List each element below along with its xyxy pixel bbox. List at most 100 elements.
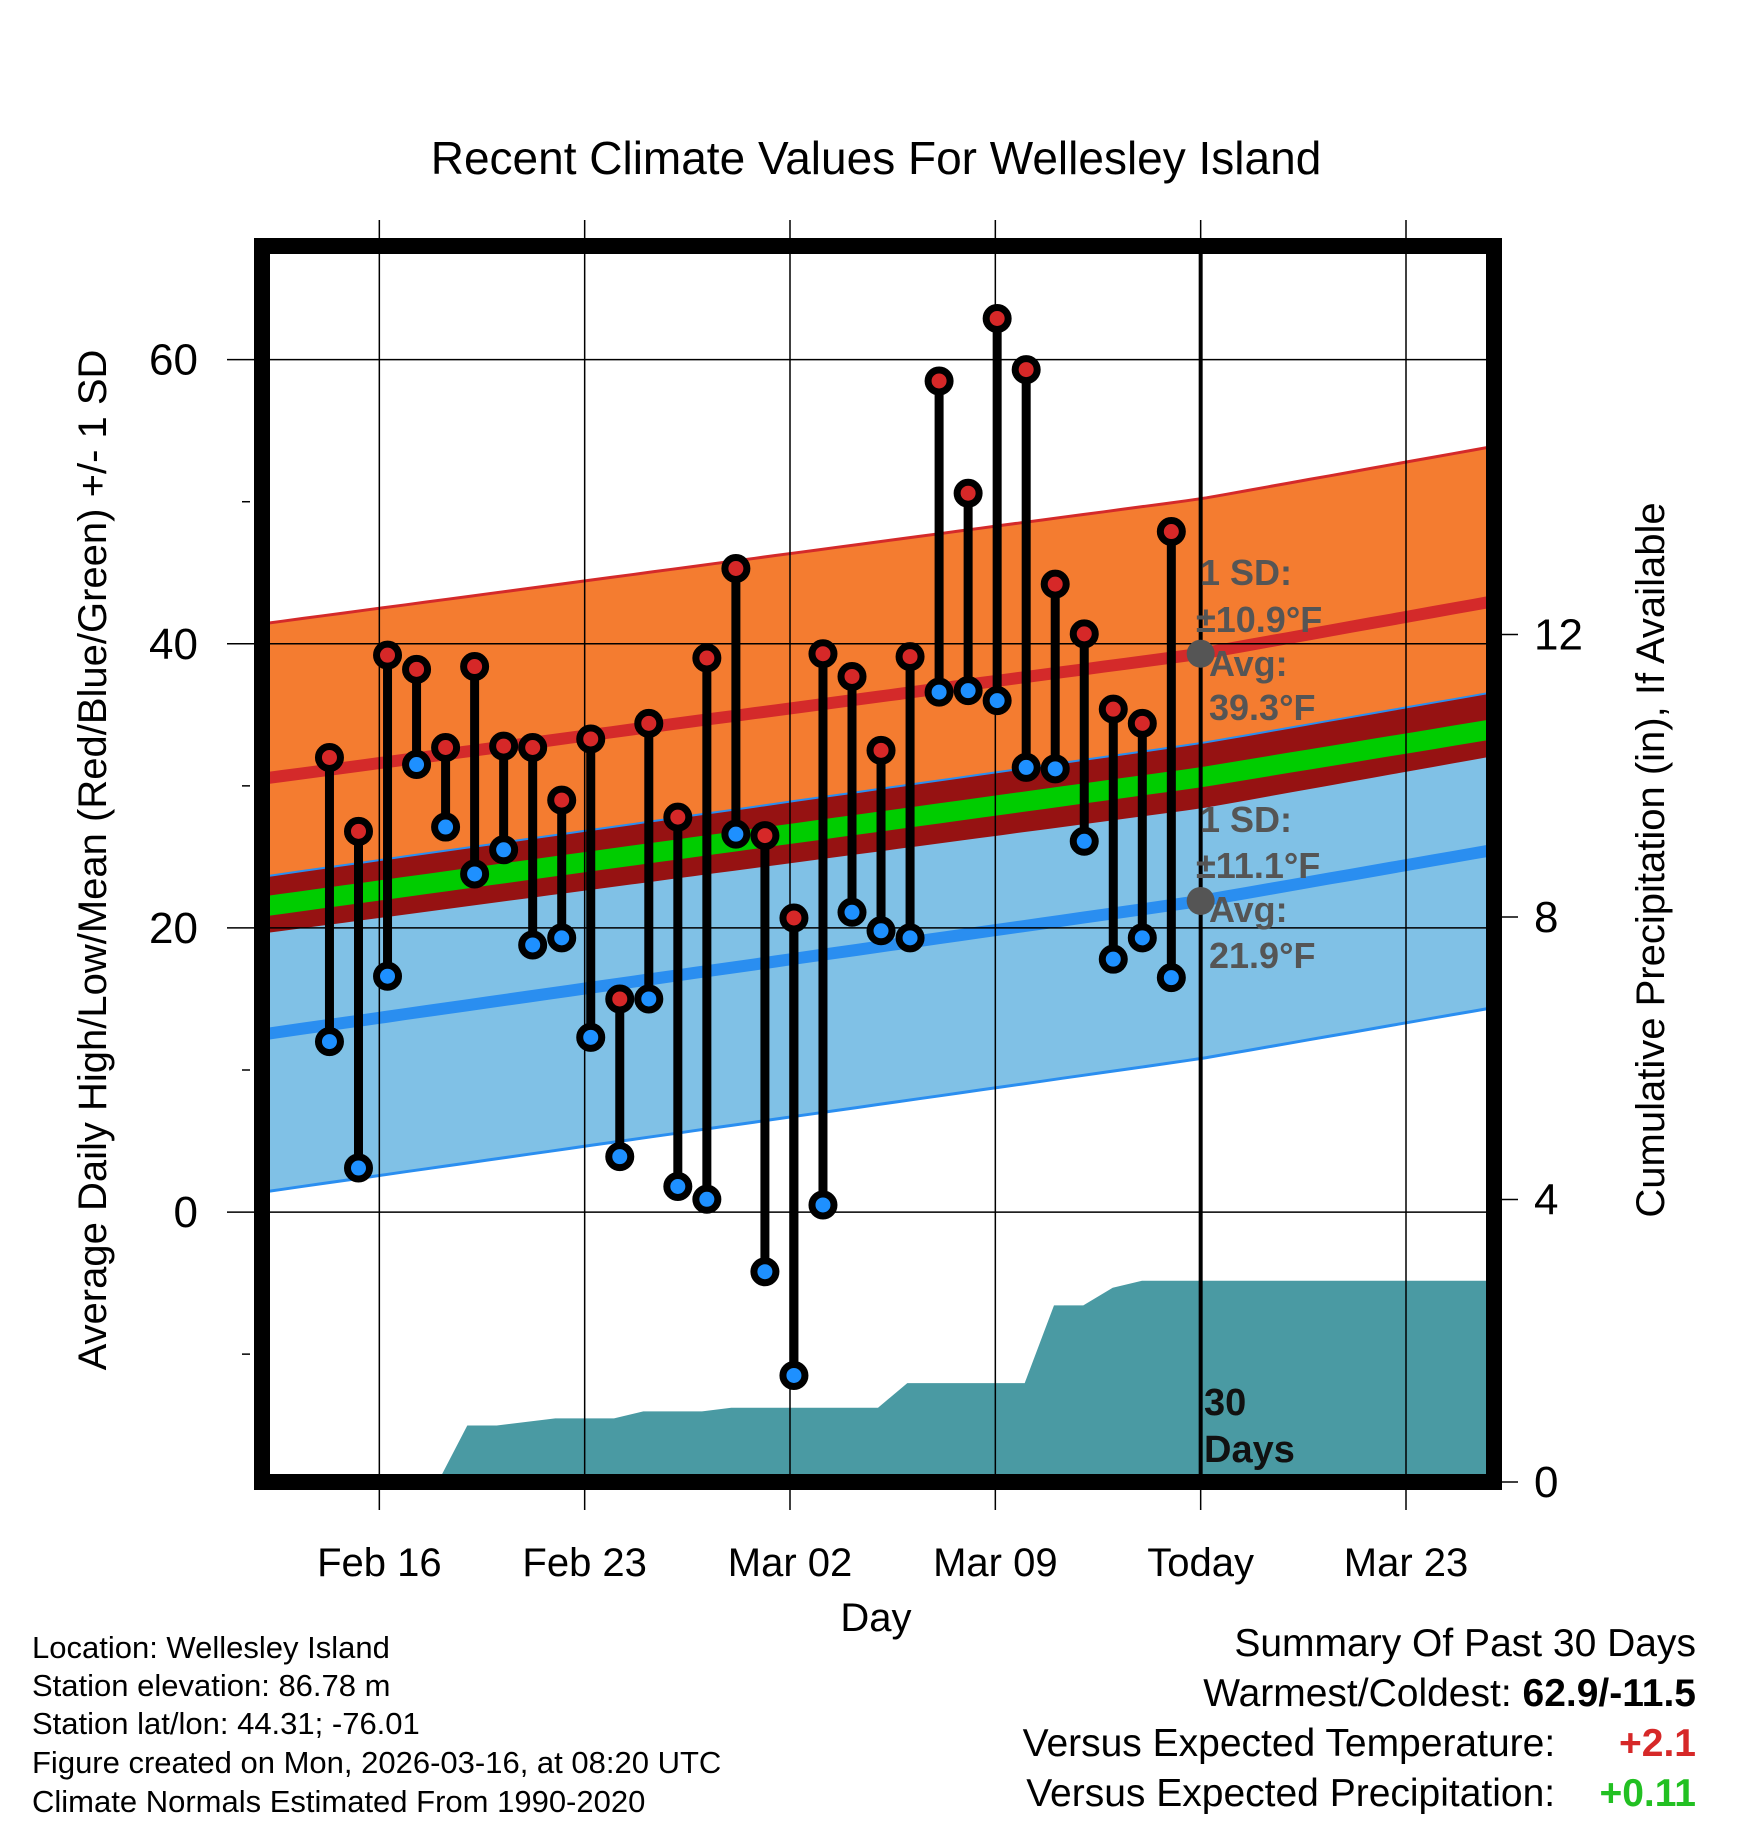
x-tick-label: Mar 09 (933, 1541, 1058, 1585)
daily-high-point (779, 903, 809, 933)
daily-low-point (431, 812, 461, 842)
high-sd-band (268, 447, 1488, 933)
x-tick-label: Mar 23 (1344, 1541, 1469, 1585)
summary-precip-value: +0.11 (1599, 1772, 1696, 1815)
daily-high-point (692, 643, 722, 673)
daily-high-point (895, 642, 925, 672)
summary-temp-value: +2.1 (1619, 1722, 1696, 1765)
summary-temp-label: Versus Expected Temperature: (1022, 1722, 1556, 1765)
y-axis-label: Average Daily High/Low/Mean (Red/Blue/Gr… (71, 350, 115, 1371)
daily-low-point (518, 930, 548, 960)
daily-low-point (1156, 963, 1186, 993)
chart-title: Recent Climate Values For Wellesley Isla… (431, 132, 1322, 184)
info-elevation: Station elevation: 86.78 m (32, 1668, 391, 1703)
daily-high-point (605, 984, 635, 1014)
high-sd-upper-line (268, 445, 1488, 625)
daily-high-point (634, 708, 664, 738)
high-avg-value: 39.3°F (1209, 687, 1315, 728)
info-normals: Climate Normals Estimated From 1990-2020 (32, 1784, 646, 1819)
low-avg-value: 21.9°F (1209, 935, 1315, 976)
y2-axis-label: Cumulative Precipitation (in), If Availa… (1629, 502, 1673, 1217)
y2-tick-label: 12 (1534, 610, 1583, 659)
low-avg-label: Avg: (1209, 889, 1288, 930)
daily-high-point (1011, 355, 1041, 385)
daily-high-point (431, 733, 461, 763)
summary-precip-label: Versus Expected Precipitation: (1026, 1772, 1556, 1815)
x-tick-label: Today (1147, 1541, 1254, 1585)
summary-temperature: Versus Expected Temperature: +2.1 (1023, 1722, 1696, 1766)
daily-low-point (314, 1027, 344, 1057)
daily-low-point (576, 1022, 606, 1052)
daily-low-point (1069, 826, 1099, 856)
low-sd-label: 1 SD: (1200, 799, 1292, 840)
info-created: Figure created on Mon, 2026-03-16, at 08… (32, 1745, 722, 1780)
daily-low-point (895, 923, 925, 953)
daily-high-point (314, 742, 344, 772)
y-tick-label: 60 (149, 336, 198, 385)
x-axis-label: Day (840, 1596, 911, 1640)
daily-low-point (808, 1190, 838, 1220)
y-tick-label: 20 (149, 904, 198, 953)
high-avg-label: Avg: (1209, 643, 1288, 684)
daily-high-point (1040, 569, 1070, 599)
summary-precipitation: Versus Expected Precipitation: +0.11 (1026, 1772, 1696, 1816)
daily-low-point (402, 750, 432, 780)
daily-high-point (750, 821, 780, 851)
daily-high-point (721, 553, 751, 583)
x-tick-label: Mar 02 (728, 1541, 853, 1585)
high-sd-value: ±10.9°F (1196, 599, 1322, 640)
x-tick-label: Feb 23 (522, 1541, 647, 1585)
daily-high-point (1156, 517, 1186, 547)
daily-high-point (343, 816, 373, 846)
precipitation-area (438, 1280, 1488, 1482)
daily-low-point (1011, 752, 1041, 782)
daily-high-point (373, 640, 403, 670)
period-label-count: 30 (1204, 1382, 1246, 1424)
daily-low-point (692, 1184, 722, 1214)
daily-low-point (663, 1171, 693, 1201)
low-sd-value: ±11.1°F (1196, 845, 1320, 886)
daily-low-point (837, 897, 867, 927)
y-tick-label: 0 (174, 1188, 198, 1237)
x-tick-label: Feb 16 (317, 1541, 442, 1585)
daily-low-point (373, 961, 403, 991)
daily-high-point (663, 802, 693, 832)
normal-high-line (268, 596, 1488, 785)
low-sd-lower-line (268, 1007, 1488, 1193)
y-tick-label: 40 (149, 620, 198, 669)
daily-low-point (750, 1257, 780, 1287)
daily-low-point (605, 1142, 635, 1172)
y2-tick-label: 8 (1534, 893, 1558, 942)
info-latlon: Station lat/lon: 44.31; -76.01 (32, 1706, 420, 1741)
summary-title: Summary Of Past 30 Days (1234, 1622, 1696, 1665)
daily-low-point (489, 835, 519, 865)
daily-low-point (924, 677, 954, 707)
daily-high-point (1127, 708, 1157, 738)
daily-low-point (721, 819, 751, 849)
summary-warm-cold-label: Warmest/Coldest: (1203, 1672, 1512, 1715)
daily-high-point (808, 639, 838, 669)
daily-high-point (982, 303, 1012, 333)
daily-low-point (460, 859, 490, 889)
daily-high-point (924, 366, 954, 396)
daily-low-point (547, 923, 577, 953)
daily-low-point (634, 984, 664, 1014)
today-high-avg-marker (1186, 639, 1215, 668)
daily-high-point (518, 733, 548, 763)
summary-warm-cold-value: 62.9/-11.5 (1522, 1672, 1696, 1715)
daily-high-point (402, 654, 432, 684)
daily-high-point (547, 785, 577, 815)
daily-high-point (953, 478, 983, 508)
plot-frame (254, 238, 1502, 1490)
daily-high-point (1098, 694, 1128, 724)
daily-low-point (982, 686, 1012, 716)
y2-tick-label: 0 (1534, 1458, 1558, 1507)
summary-warm-cold: Warmest/Coldest: 62.9/-11.5 (1203, 1672, 1696, 1716)
daily-low-point (1040, 754, 1070, 784)
today-low-avg-marker (1186, 886, 1215, 915)
normal-low-line (268, 844, 1488, 1040)
period-label-unit: Days (1204, 1429, 1295, 1471)
daily-high-point (576, 724, 606, 754)
daily-high-point (460, 652, 490, 682)
